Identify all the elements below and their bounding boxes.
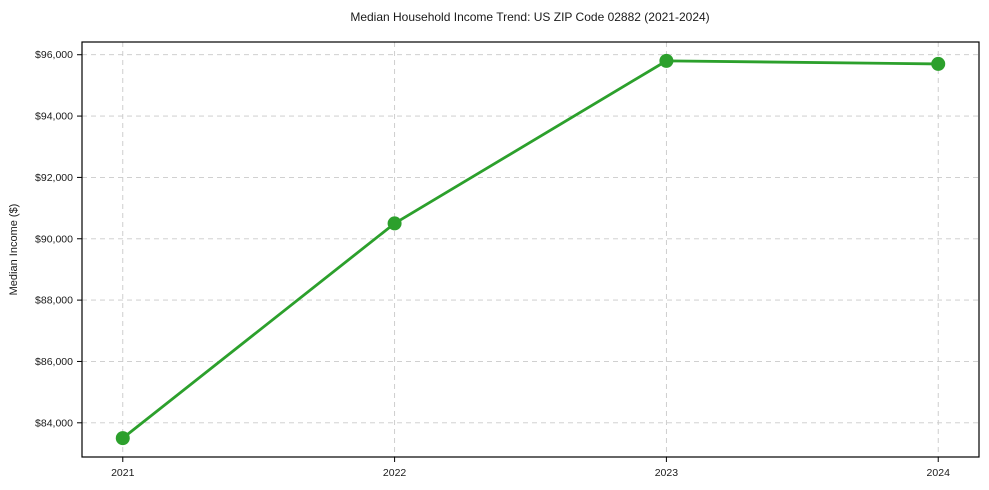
axis-tick-labels: $84,000 $86,000 $88,000 $90,000 $92,000 $94,0… bbox=[35, 49, 950, 479]
plot-border bbox=[81, 41, 980, 458]
y-axis-label: Median Income ($) bbox=[8, 204, 20, 296]
data-point bbox=[387, 216, 402, 231]
y-tick-label: $96,000 bbox=[35, 49, 73, 61]
y-tick-label: $94,000 bbox=[35, 111, 73, 123]
axis-ticks bbox=[77, 54, 939, 462]
x-tick-label: 2024 bbox=[927, 467, 951, 479]
y-tick-label: $88,000 bbox=[35, 295, 73, 307]
y-tick-label: $86,000 bbox=[35, 356, 73, 368]
data-point bbox=[115, 431, 130, 446]
chart-title: Median Household Income Trend: US ZIP Co… bbox=[350, 10, 709, 24]
data-point bbox=[659, 53, 674, 68]
data-series bbox=[115, 53, 946, 446]
y-tick-label: $84,000 bbox=[35, 417, 73, 429]
x-tick-label: 2023 bbox=[655, 467, 679, 479]
x-tick-label: 2022 bbox=[383, 467, 407, 479]
x-tick-label: 2021 bbox=[111, 467, 135, 479]
gridlines bbox=[82, 42, 979, 457]
y-tick-label: $90,000 bbox=[35, 233, 73, 245]
trend-line bbox=[121, 59, 940, 440]
data-point bbox=[931, 56, 946, 71]
y-tick-label: $92,000 bbox=[35, 172, 73, 184]
